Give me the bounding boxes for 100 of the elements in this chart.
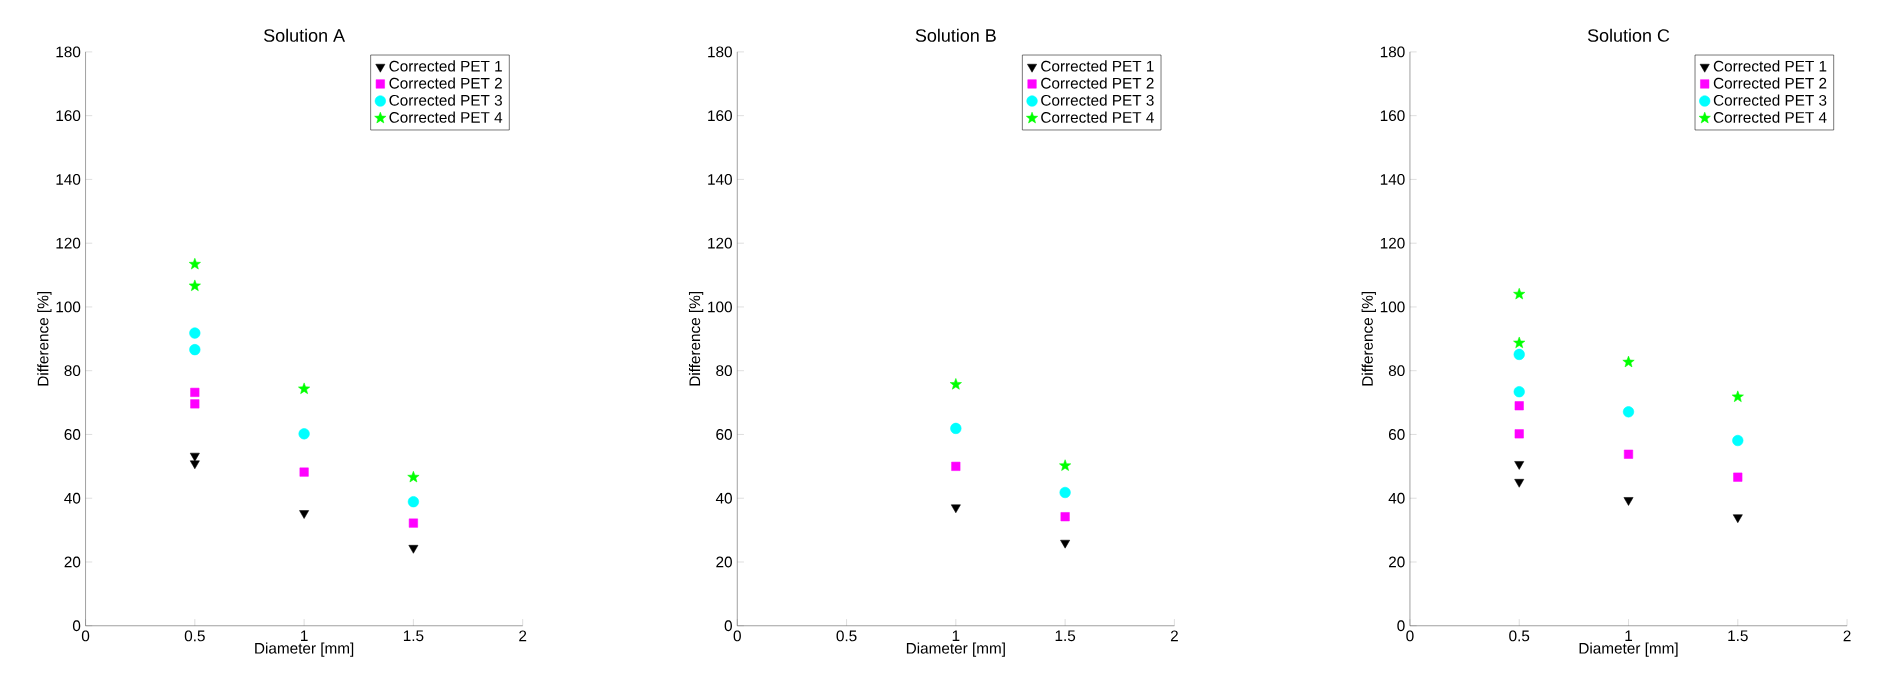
legend-label: Corrected PET 1 (1713, 60, 1827, 72)
point (1732, 514, 1743, 524)
x-tick-label: 2 (519, 630, 527, 642)
y-tick-label: 140 (56, 174, 81, 185)
y-tick-label: 180 (56, 46, 81, 58)
x-tick-label: 0.5 (1509, 630, 1530, 642)
y-tick-label: 120 (708, 237, 732, 249)
y-tick-label: 0 (72, 620, 81, 632)
point (949, 378, 962, 390)
y-tick-label: 20 (1388, 556, 1405, 568)
point (189, 327, 201, 339)
point (950, 504, 961, 514)
point (189, 344, 201, 356)
legend-label: Corrected PET 2 (389, 77, 502, 89)
point (299, 510, 309, 519)
point (407, 471, 420, 483)
legend-label: Corrected PET 4 (389, 111, 503, 123)
y-axis-title: Difference [%] (688, 292, 704, 386)
x-tick-label: 0.5 (836, 630, 857, 642)
y-tick-label: 0 (724, 620, 732, 632)
y-tick-label: 40 (715, 492, 732, 504)
point (1514, 479, 1525, 488)
point (1623, 497, 1634, 506)
y-tick-label: 60 (716, 429, 732, 441)
legend-label: Corrected PET 1 (1041, 60, 1154, 72)
x-tick-label: 0 (733, 630, 741, 642)
y-axis-title: Difference [%] (37, 292, 52, 386)
x-axis-title: Diameter [mm] (255, 642, 354, 657)
legend-label: Corrected PET 3 (389, 94, 502, 106)
point (1622, 356, 1635, 368)
point (1514, 429, 1524, 439)
y-tick-label: 60 (64, 429, 81, 441)
y-tick-label: 180 (708, 46, 732, 58)
x-axis-title: Diameter [mm] (1579, 642, 1678, 657)
point (951, 461, 961, 472)
x-tick-label: 1.5 (1728, 630, 1748, 642)
y-tick-label: 20 (64, 556, 81, 568)
point (1622, 406, 1635, 418)
point (1513, 288, 1526, 300)
point (299, 467, 309, 477)
point (950, 422, 962, 435)
point (1059, 487, 1071, 499)
x-tick-label: 1.5 (1055, 630, 1076, 642)
x-tick-label: 1.5 (403, 630, 424, 642)
y-axis-title: Difference [%] (1361, 292, 1376, 386)
point (1513, 349, 1525, 361)
point (188, 279, 201, 292)
chart-title: Solution B (915, 28, 996, 43)
y-tick-label: 40 (1388, 492, 1405, 504)
y-tick-label: 100 (1380, 301, 1405, 313)
point (188, 258, 201, 270)
x-tick-label: 0 (81, 630, 90, 642)
point (1733, 472, 1743, 482)
y-tick-label: 120 (1380, 237, 1405, 249)
point (408, 545, 419, 554)
y-tick-label: 180 (1380, 46, 1405, 58)
y-tick-label: 80 (716, 365, 732, 377)
y-tick-label: 160 (708, 110, 732, 122)
point (1514, 401, 1524, 411)
point (190, 388, 200, 398)
point (190, 399, 200, 409)
legend-label: Corrected PET 4 (1041, 111, 1154, 123)
point (298, 428, 310, 440)
x-tick-label: 0 (1406, 630, 1414, 642)
y-tick-label: 120 (56, 237, 81, 249)
point (1514, 461, 1525, 470)
point (407, 496, 419, 508)
point (1059, 459, 1072, 471)
point (189, 460, 200, 470)
x-tick-label: 1 (1625, 630, 1633, 642)
legend-label: Corrected PET 4 (1713, 111, 1827, 123)
y-tick-label: 40 (64, 492, 81, 504)
point (1732, 435, 1744, 447)
x-tick-label: 2 (1843, 630, 1851, 642)
point (1060, 512, 1070, 522)
x-tick-label: 1 (301, 630, 308, 642)
y-tick-label: 80 (64, 365, 81, 377)
point (408, 518, 418, 528)
legend-label: Corrected PET 3 (1041, 94, 1154, 106)
y-tick-label: 160 (1380, 110, 1405, 122)
point (1060, 540, 1070, 549)
point (1623, 449, 1634, 459)
y-tick-label: 0 (1397, 620, 1405, 632)
x-tick-label: 1 (952, 630, 960, 642)
point (1731, 390, 1744, 403)
legend-label: Corrected PET 3 (1713, 94, 1827, 106)
x-tick-label: 0.5 (184, 630, 205, 642)
point (1513, 386, 1525, 398)
y-tick-label: 80 (1388, 365, 1405, 377)
y-tick-label: 100 (708, 301, 732, 313)
legend-label: Corrected PET 1 (389, 60, 502, 72)
x-axis-title: Diameter [mm] (906, 642, 1005, 657)
y-tick-label: 60 (1388, 429, 1405, 441)
chart-title: Solution C (1587, 28, 1670, 43)
y-tick-label: 20 (716, 556, 732, 568)
x-tick-label: 2 (1170, 630, 1178, 642)
chart-title: Solution A (263, 28, 346, 43)
point (1513, 336, 1526, 349)
point (189, 453, 200, 462)
legend-label: Corrected PET 2 (1713, 77, 1827, 89)
